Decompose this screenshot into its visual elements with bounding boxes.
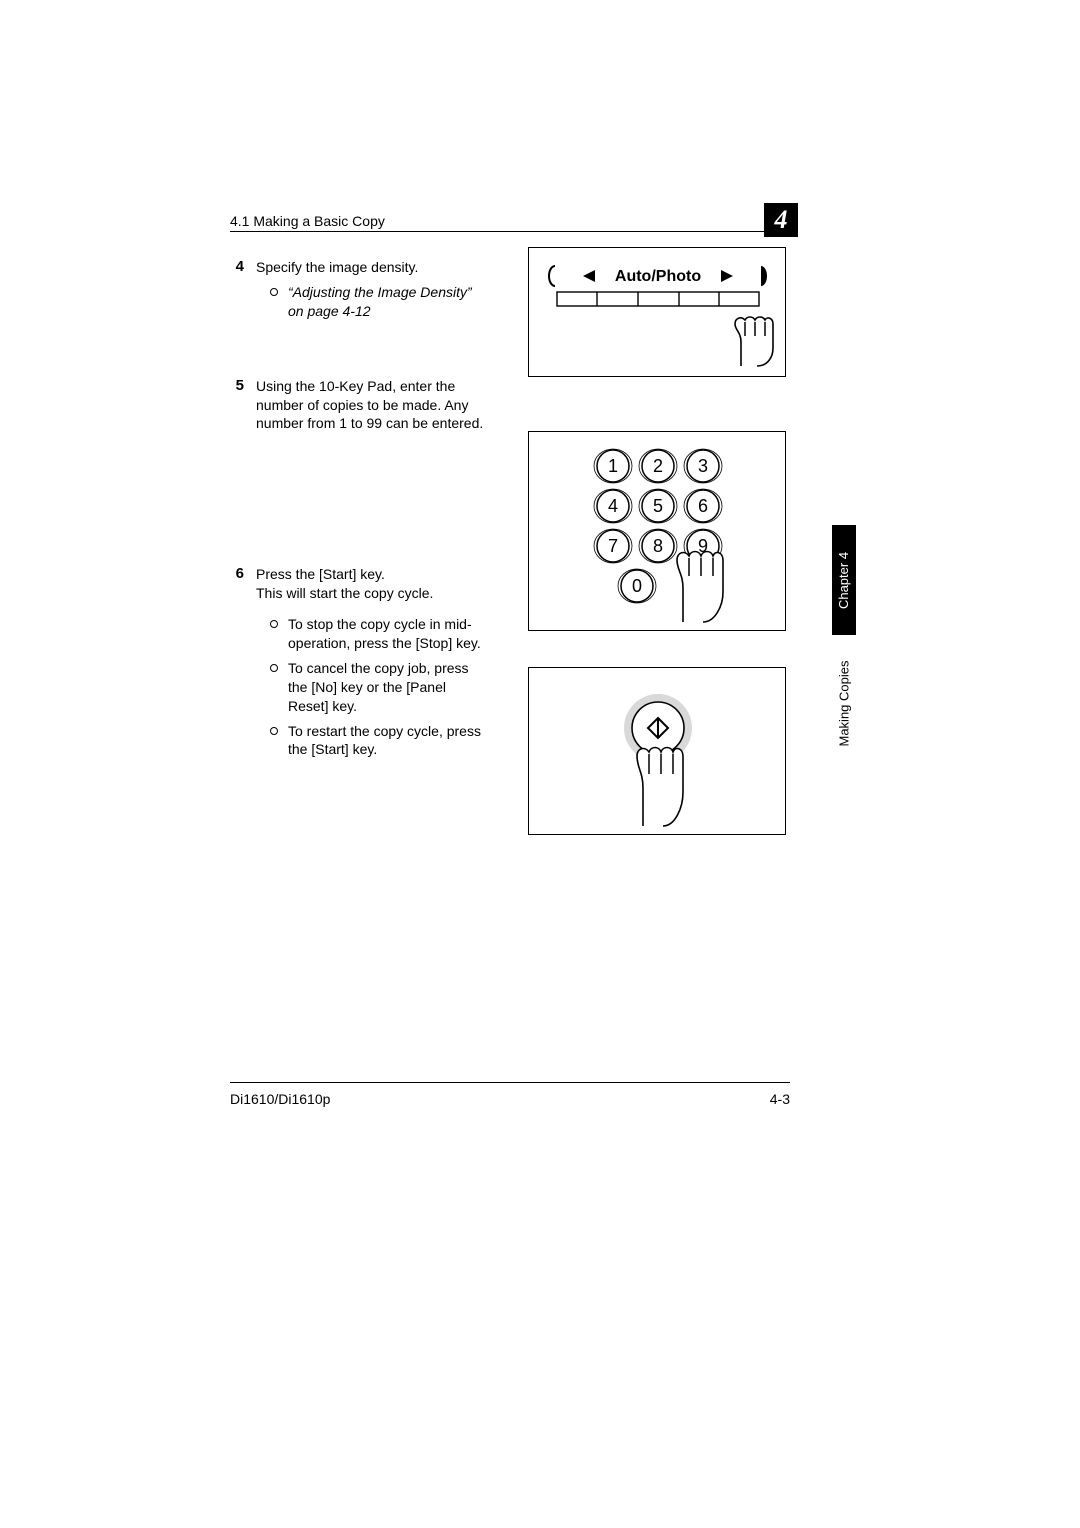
page-header: 4.1 Making a Basic Copy (230, 213, 790, 232)
svg-text:7: 7 (608, 536, 618, 556)
hollow-bullet-icon (270, 664, 278, 672)
svg-text:2: 2 (653, 456, 663, 476)
svg-text:3: 3 (698, 456, 708, 476)
svg-text:5: 5 (653, 496, 663, 516)
side-title-label: Making Copies (837, 660, 852, 746)
start-button-illustration (528, 667, 786, 835)
section-title: 4.1 Making a Basic Copy (230, 213, 385, 229)
step-5: 5 Using the 10-Key Pad, enter the number… (230, 377, 790, 434)
footer-model: Di1610/Di1610p (230, 1091, 330, 1107)
step-body: Using the 10-Key Pad, enter the number o… (256, 377, 790, 434)
page-content: 4.1 Making a Basic Copy 4 4 Specify the … (230, 213, 790, 787)
chapter-number-badge: 4 (764, 203, 798, 237)
page-footer: Di1610/Di1610p 4-3 (230, 1082, 790, 1107)
step-sub-text: To restart the copy cycle, press the [St… (288, 722, 488, 760)
step-sub-text: To stop the copy cycle in mid-operation,… (288, 615, 488, 653)
svg-text:6: 6 (698, 496, 708, 516)
steps-region: 4 Specify the image density. “Adjusting … (230, 258, 790, 759)
svg-text:8: 8 (653, 536, 663, 556)
svg-text:4: 4 (608, 496, 618, 516)
side-chapter-label: Chapter 4 (837, 551, 852, 608)
step-number: 4 (230, 258, 244, 321)
svg-text:Auto/Photo: Auto/Photo (615, 268, 701, 285)
step-text: Press the [Start] key. (256, 565, 486, 584)
step-number: 5 (230, 377, 244, 434)
hollow-bullet-icon (270, 727, 278, 735)
svg-text:1: 1 (608, 456, 618, 476)
density-illustration: Auto/Photo (528, 247, 786, 377)
step-text-2: This will start the copy cycle. (256, 584, 486, 603)
chapter-number: 4 (775, 205, 788, 235)
side-chapter-tab: Chapter 4 (832, 525, 856, 635)
hollow-bullet-icon (270, 288, 278, 296)
step-text: Using the 10-Key Pad, enter the number o… (256, 377, 486, 434)
side-title: Making Copies (832, 643, 856, 763)
footer-page: 4-3 (770, 1091, 790, 1107)
step-number: 6 (230, 565, 244, 759)
step-sub-text: To cancel the copy job, press the [No] k… (288, 659, 488, 716)
keypad-illustration: 1 2 3 4 5 6 7 8 9 0 (528, 431, 786, 631)
hollow-bullet-icon (270, 620, 278, 628)
step-text: Specify the image density. (256, 258, 486, 277)
step-sub-text: “Adjusting the Image Density” on page 4-… (288, 283, 488, 321)
svg-text:0: 0 (632, 576, 642, 596)
